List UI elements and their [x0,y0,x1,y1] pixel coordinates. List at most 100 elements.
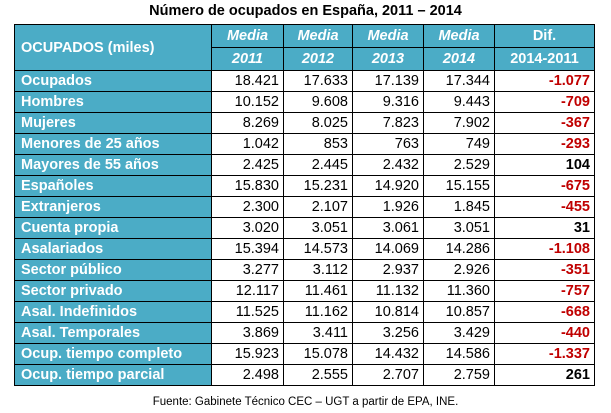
dif-cell: -1.077 [494,70,595,92]
value-cell: 3.869 [211,322,284,344]
value-cell: 2.445 [283,154,353,176]
value-cell: 11.525 [211,301,284,323]
value-cell: 11.461 [283,280,353,302]
dif-cell: -455 [494,196,595,218]
source-note: Fuente: Gabinete Técnico CEC – UGT a par… [152,396,459,408]
value-cell: 2.707 [352,364,424,386]
table-header: OCUPADOS (miles) Media Media Media Media… [14,24,595,71]
value-cell: 9.316 [352,91,424,113]
value-cell: 2.937 [352,259,424,281]
row-label: Sector privado [14,280,212,302]
value-cell: 14.920 [352,175,424,197]
value-cell: 17.633 [283,70,353,92]
value-cell: 15.231 [283,175,353,197]
value-cell: 2.107 [283,196,353,218]
value-cell: 3.020 [211,217,284,239]
value-cell: 3.061 [352,217,424,239]
table-row: Ocup. tiempo parcial 2.498 2.555 2.707 2.759… [14,364,595,386]
col-header-dif-top: Dif. [494,24,595,48]
value-cell: 8.269 [211,112,284,134]
row-label: Ocup. tiempo completo [14,343,212,365]
value-cell: 749 [423,133,495,155]
table-body: Ocupados 18.421 17.633 17.139 17.344 -1.077 Ho… [14,70,595,386]
table-row: Cuenta propia 3.020 3.051 3.061 3.051 31 [14,217,595,239]
value-cell: 2.529 [423,154,495,176]
row-label: Asalariados [14,238,212,260]
value-cell: 15.155 [423,175,495,197]
value-cell: 853 [283,133,353,155]
table-row: Extranjeros 2.300 2.107 1.926 1.845 -455 [14,196,595,218]
value-cell: 2.498 [211,364,284,386]
dif-cell: -1.108 [494,238,595,260]
value-cell: 15.923 [211,343,284,365]
value-cell: 763 [352,133,424,155]
table-row: Asal. Indefinidos 11.525 11.162 10.814 10.85… [14,301,595,323]
dif-cell: -668 [494,301,595,323]
value-cell: 2.759 [423,364,495,386]
value-cell: 1.926 [352,196,424,218]
dif-cell: 104 [494,154,595,176]
table-row: Ocup. tiempo completo 15.923 15.078 14.432 1… [14,343,595,365]
value-cell: 3.277 [211,259,284,281]
value-cell: 2.555 [283,364,353,386]
value-cell: 7.823 [352,112,424,134]
value-cell: 14.069 [352,238,424,260]
value-cell: 1.042 [211,133,284,155]
value-cell: 3.411 [283,322,353,344]
table-row: Menores de 25 años 1.042 853 763 749 -293 [14,133,595,155]
row-label: Ocupados [14,70,212,92]
col-header-2014-top: Media [423,24,495,48]
table-row: Asalariados 15.394 14.573 14.069 14.286 -1.10… [14,238,595,260]
value-cell: 7.902 [423,112,495,134]
table-row: Ocupados 18.421 17.633 17.139 17.344 -1.077 [14,70,595,92]
value-cell: 1.845 [423,196,495,218]
value-cell: 2.425 [211,154,284,176]
table-row: Sector público 3.277 3.112 2.937 2.926 -351 [14,259,595,281]
row-label: Menores de 25 años [14,133,212,155]
row-label: Extranjeros [14,196,212,218]
dif-cell: -709 [494,91,595,113]
dif-cell: -1.337 [494,343,595,365]
value-cell: 10.814 [352,301,424,323]
value-cell: 18.421 [211,70,284,92]
value-cell: 3.051 [283,217,353,239]
ocupados-table: OCUPADOS (miles) Media Media Media Media… [14,24,595,386]
value-cell: 2.432 [352,154,424,176]
table-row: Españoles 15.830 15.231 14.920 15.155 -675 [14,175,595,197]
value-cell: 3.051 [423,217,495,239]
value-cell: 12.117 [211,280,284,302]
value-cell: 8.025 [283,112,353,134]
dif-cell: 261 [494,364,595,386]
value-cell: 10.152 [211,91,284,113]
value-cell: 17.344 [423,70,495,92]
dif-cell: -293 [494,133,595,155]
value-cell: 2.926 [423,259,495,281]
row-label: Ocup. tiempo parcial [14,364,212,386]
dif-cell: -757 [494,280,595,302]
value-cell: 15.830 [211,175,284,197]
value-cell: 9.443 [423,91,495,113]
value-cell: 14.586 [423,343,495,365]
value-cell: 14.573 [283,238,353,260]
row-label: Mujeres [14,112,212,134]
col-header-2012-top: Media [283,24,353,48]
col-header-2014: 2014 [423,47,495,71]
row-label: Asal. Temporales [14,322,212,344]
value-cell: 14.432 [352,343,424,365]
col-header-dif: 2014-2011 [494,47,595,71]
table-row: Hombres 10.152 9.608 9.316 9.443 -709 [14,91,595,113]
row-label: Cuenta propia [14,217,212,239]
dif-cell: -367 [494,112,595,134]
value-cell: 3.429 [423,322,495,344]
dif-cell: -675 [494,175,595,197]
table-row: Sector privado 12.117 11.461 11.132 11.360 -7… [14,280,595,302]
col-header-2012: 2012 [283,47,353,71]
value-cell: 11.132 [352,280,424,302]
value-cell: 9.608 [283,91,353,113]
value-cell: 11.162 [283,301,353,323]
table-row: Asal. Temporales 3.869 3.411 3.256 3.429 -440 [14,322,595,344]
value-cell: 3.112 [283,259,353,281]
value-cell: 3.256 [352,322,424,344]
value-cell: 15.394 [211,238,284,260]
col-header-2013: 2013 [352,47,424,71]
